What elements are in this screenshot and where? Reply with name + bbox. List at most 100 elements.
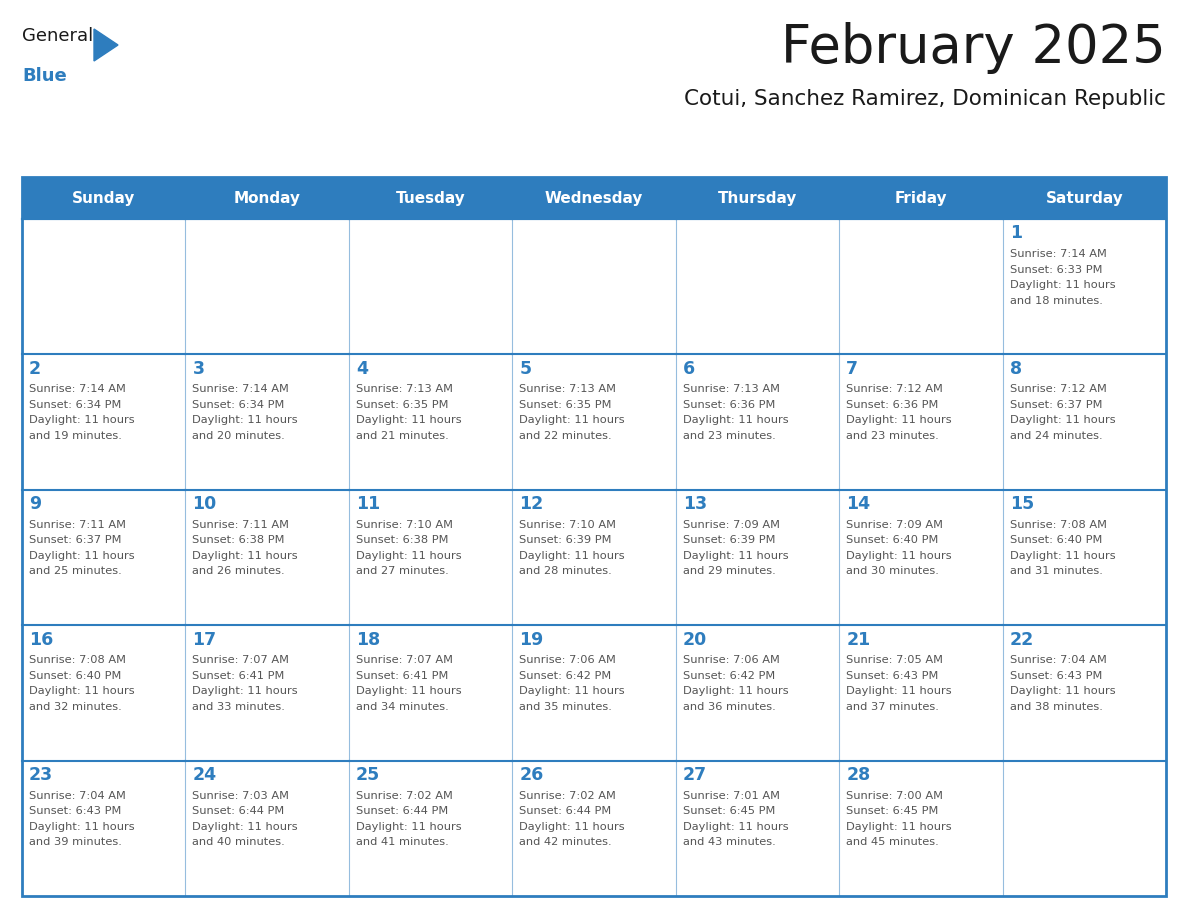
Text: Sunrise: 7:03 AM: Sunrise: 7:03 AM (192, 790, 290, 800)
Text: Sunset: 6:44 PM: Sunset: 6:44 PM (356, 806, 448, 816)
Text: Daylight: 11 hours: Daylight: 11 hours (519, 822, 625, 832)
Bar (23, 625, 185, 761)
Text: and 38 minutes.: and 38 minutes. (1010, 701, 1102, 711)
Bar (839, 625, 1003, 761)
Text: and 28 minutes.: and 28 minutes. (519, 566, 612, 577)
Text: Sunset: 6:41 PM: Sunset: 6:41 PM (192, 671, 285, 681)
Text: Sunset: 6:35 PM: Sunset: 6:35 PM (356, 400, 448, 410)
Text: Daylight: 11 hours: Daylight: 11 hours (29, 686, 134, 696)
Text: Sunrise: 7:06 AM: Sunrise: 7:06 AM (519, 655, 617, 666)
Text: Sunset: 6:44 PM: Sunset: 6:44 PM (519, 806, 612, 816)
Text: Daylight: 11 hours: Daylight: 11 hours (29, 551, 134, 561)
Bar (185, 219, 349, 354)
Text: Sunrise: 7:06 AM: Sunrise: 7:06 AM (683, 655, 779, 666)
Text: 2: 2 (29, 360, 42, 378)
Text: General: General (23, 27, 93, 45)
Text: Sunrise: 7:01 AM: Sunrise: 7:01 AM (683, 790, 779, 800)
Text: 4: 4 (356, 360, 368, 378)
Text: Sunrise: 7:12 AM: Sunrise: 7:12 AM (846, 385, 943, 395)
Text: 17: 17 (192, 631, 216, 649)
Text: Sunset: 6:42 PM: Sunset: 6:42 PM (519, 671, 612, 681)
Text: Sunrise: 7:11 AM: Sunrise: 7:11 AM (29, 520, 126, 530)
Bar (1003, 761, 1165, 896)
Text: Friday: Friday (895, 191, 947, 206)
Text: 12: 12 (519, 496, 544, 513)
Text: Sunset: 6:41 PM: Sunset: 6:41 PM (356, 671, 448, 681)
Text: Sunrise: 7:04 AM: Sunrise: 7:04 AM (1010, 655, 1106, 666)
Text: Daylight: 11 hours: Daylight: 11 hours (29, 416, 134, 425)
Text: Sunset: 6:38 PM: Sunset: 6:38 PM (192, 535, 285, 545)
Text: Sunrise: 7:09 AM: Sunrise: 7:09 AM (846, 520, 943, 530)
Text: Sunset: 6:33 PM: Sunset: 6:33 PM (1010, 264, 1102, 274)
Text: and 43 minutes.: and 43 minutes. (683, 837, 776, 847)
Bar (23, 761, 185, 896)
Bar (23, 219, 185, 354)
Text: 8: 8 (1010, 360, 1022, 378)
Text: Sunset: 6:38 PM: Sunset: 6:38 PM (356, 535, 448, 545)
Bar (1003, 354, 1165, 490)
Bar (512, 490, 676, 625)
Text: Sunday: Sunday (72, 191, 135, 206)
Text: Daylight: 11 hours: Daylight: 11 hours (192, 551, 298, 561)
Text: and 29 minutes.: and 29 minutes. (683, 566, 776, 577)
Bar (676, 490, 839, 625)
Text: Saturday: Saturday (1045, 191, 1123, 206)
Bar (1003, 219, 1165, 354)
Text: and 25 minutes.: and 25 minutes. (29, 566, 121, 577)
Text: 11: 11 (356, 496, 380, 513)
Text: Sunrise: 7:07 AM: Sunrise: 7:07 AM (192, 655, 290, 666)
Text: Wednesday: Wednesday (545, 191, 643, 206)
Text: 13: 13 (683, 496, 707, 513)
Text: Sunset: 6:34 PM: Sunset: 6:34 PM (29, 400, 121, 410)
Bar (185, 625, 349, 761)
Bar (349, 761, 512, 896)
Text: and 27 minutes.: and 27 minutes. (356, 566, 449, 577)
Bar (512, 219, 676, 354)
Bar (349, 219, 512, 354)
Text: 27: 27 (683, 767, 707, 784)
Text: 19: 19 (519, 631, 544, 649)
Text: and 30 minutes.: and 30 minutes. (846, 566, 939, 577)
Bar (349, 625, 512, 761)
Text: Sunset: 6:43 PM: Sunset: 6:43 PM (1010, 671, 1102, 681)
Text: and 22 minutes.: and 22 minutes. (519, 431, 612, 441)
Text: Tuesday: Tuesday (396, 191, 466, 206)
Bar (349, 490, 512, 625)
Text: Daylight: 11 hours: Daylight: 11 hours (356, 416, 461, 425)
Text: Sunset: 6:40 PM: Sunset: 6:40 PM (29, 671, 121, 681)
Text: Daylight: 11 hours: Daylight: 11 hours (846, 686, 952, 696)
Text: Sunrise: 7:00 AM: Sunrise: 7:00 AM (846, 790, 943, 800)
Text: Daylight: 11 hours: Daylight: 11 hours (519, 551, 625, 561)
Text: 26: 26 (519, 767, 544, 784)
Text: Daylight: 11 hours: Daylight: 11 hours (356, 686, 461, 696)
Text: Sunset: 6:45 PM: Sunset: 6:45 PM (846, 806, 939, 816)
Text: 20: 20 (683, 631, 707, 649)
Text: and 32 minutes.: and 32 minutes. (29, 701, 121, 711)
Text: 3: 3 (192, 360, 204, 378)
Text: 15: 15 (1010, 496, 1034, 513)
Bar (839, 354, 1003, 490)
Text: Daylight: 11 hours: Daylight: 11 hours (683, 822, 789, 832)
Text: 21: 21 (846, 631, 871, 649)
Text: Sunrise: 7:10 AM: Sunrise: 7:10 AM (519, 520, 617, 530)
Text: 18: 18 (356, 631, 380, 649)
Text: Sunset: 6:43 PM: Sunset: 6:43 PM (29, 806, 121, 816)
Text: Sunset: 6:44 PM: Sunset: 6:44 PM (192, 806, 285, 816)
Text: 6: 6 (683, 360, 695, 378)
Text: Blue: Blue (23, 67, 67, 85)
Bar (23, 490, 185, 625)
Bar (23, 354, 185, 490)
Text: and 18 minutes.: and 18 minutes. (1010, 296, 1102, 306)
Text: Sunset: 6:36 PM: Sunset: 6:36 PM (683, 400, 775, 410)
Text: and 34 minutes.: and 34 minutes. (356, 701, 449, 711)
Bar (1003, 490, 1165, 625)
Text: 22: 22 (1010, 631, 1034, 649)
Text: 16: 16 (29, 631, 53, 649)
Text: Sunrise: 7:10 AM: Sunrise: 7:10 AM (356, 520, 453, 530)
Text: Sunrise: 7:14 AM: Sunrise: 7:14 AM (1010, 249, 1106, 259)
Text: Sunset: 6:35 PM: Sunset: 6:35 PM (519, 400, 612, 410)
Text: Sunset: 6:39 PM: Sunset: 6:39 PM (519, 535, 612, 545)
Bar (676, 761, 839, 896)
Text: Sunset: 6:45 PM: Sunset: 6:45 PM (683, 806, 775, 816)
Bar (676, 625, 839, 761)
